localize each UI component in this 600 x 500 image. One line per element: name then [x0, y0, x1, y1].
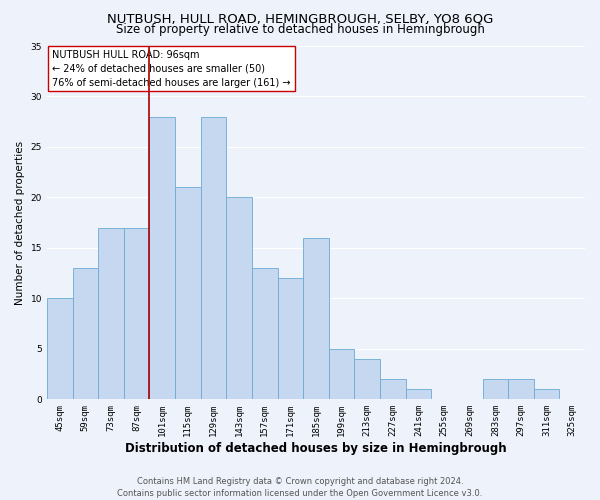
Text: Size of property relative to detached houses in Hemingbrough: Size of property relative to detached ho…	[116, 22, 484, 36]
Bar	[380, 379, 406, 400]
Bar	[406, 389, 431, 400]
Bar	[47, 298, 73, 400]
Text: NUTBUSH, HULL ROAD, HEMINGBROUGH, SELBY, YO8 6QG: NUTBUSH, HULL ROAD, HEMINGBROUGH, SELBY,…	[107, 12, 493, 26]
Bar	[175, 188, 200, 400]
Bar	[508, 379, 534, 400]
X-axis label: Distribution of detached houses by size in Hemingbrough: Distribution of detached houses by size …	[125, 442, 507, 455]
Bar	[98, 228, 124, 400]
Bar	[329, 349, 355, 400]
Bar	[252, 268, 278, 400]
Bar	[200, 116, 226, 400]
Bar	[355, 359, 380, 400]
Text: Contains HM Land Registry data © Crown copyright and database right 2024.
Contai: Contains HM Land Registry data © Crown c…	[118, 476, 482, 498]
Bar	[124, 228, 149, 400]
Y-axis label: Number of detached properties: Number of detached properties	[15, 140, 25, 304]
Bar	[534, 389, 559, 400]
Bar	[303, 238, 329, 400]
Text: NUTBUSH HULL ROAD: 96sqm
← 24% of detached houses are smaller (50)
76% of semi-d: NUTBUSH HULL ROAD: 96sqm ← 24% of detach…	[52, 50, 291, 88]
Bar	[278, 278, 303, 400]
Bar	[73, 268, 98, 400]
Bar	[149, 116, 175, 400]
Bar	[482, 379, 508, 400]
Bar	[226, 198, 252, 400]
